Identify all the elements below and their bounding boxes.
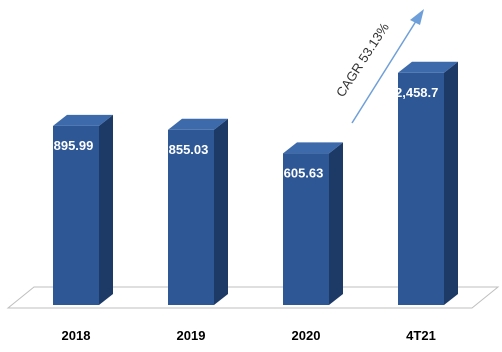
bar-2019: ,855.03 <box>165 118 228 305</box>
bar-top-face <box>168 118 228 130</box>
bars-group: ,895.99 ,855.03 ,605.63 2,458.7 <box>50 61 458 305</box>
category-label-2018: 2018 <box>62 328 91 343</box>
cagr-arrow-head <box>410 9 424 25</box>
bar-side-face <box>444 61 458 305</box>
category-label-2019: 2019 <box>177 328 206 343</box>
bar-2020: ,605.63 <box>280 142 343 305</box>
bar-front-face <box>283 153 329 305</box>
bar-top-face <box>53 114 113 126</box>
category-label-4T21: 4T21 <box>406 328 436 343</box>
category-labels: 2018 2019 2020 4T21 <box>62 328 436 343</box>
bar-4T21: 2,458.7 <box>395 61 458 305</box>
bar-2018: ,895.99 <box>50 114 113 305</box>
bar-side-face <box>99 114 113 305</box>
bar-top-face <box>398 61 458 73</box>
bar-front-face <box>168 129 214 305</box>
cagr-arrow-line <box>351 17 419 124</box>
bar-side-face <box>214 118 228 305</box>
bar-side-face <box>329 142 343 305</box>
bar-front-face <box>53 125 99 305</box>
bar-value-label: ,895.99 <box>50 138 93 153</box>
bar-front-face <box>398 72 444 305</box>
category-label-2020: 2020 <box>292 328 321 343</box>
chart-floor <box>6 286 500 309</box>
bar-top-face <box>283 142 343 154</box>
bar-value-label: ,855.03 <box>165 142 208 157</box>
bar-value-label: ,605.63 <box>280 165 323 180</box>
cagr-annotation-label: CAGR 53.13% <box>333 20 392 100</box>
bar-value-label: 2,458.7 <box>395 85 438 100</box>
